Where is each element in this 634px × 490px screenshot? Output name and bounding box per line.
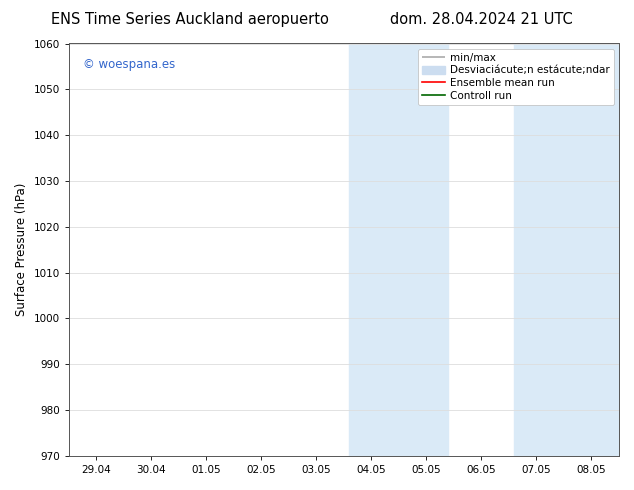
- Text: dom. 28.04.2024 21 UTC: dom. 28.04.2024 21 UTC: [391, 12, 573, 27]
- Bar: [349, 44, 448, 456]
- Bar: [514, 44, 624, 456]
- Text: © woespana.es: © woespana.es: [82, 58, 175, 71]
- Text: ENS Time Series Auckland aeropuerto: ENS Time Series Auckland aeropuerto: [51, 12, 329, 27]
- Y-axis label: Surface Pressure (hPa): Surface Pressure (hPa): [15, 183, 28, 317]
- Legend: min/max, Desviaciácute;n estácute;ndar, Ensemble mean run, Controll run: min/max, Desviaciácute;n estácute;ndar, …: [418, 49, 614, 105]
